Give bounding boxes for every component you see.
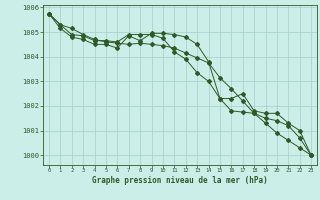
X-axis label: Graphe pression niveau de la mer (hPa): Graphe pression niveau de la mer (hPa) [92, 176, 268, 185]
